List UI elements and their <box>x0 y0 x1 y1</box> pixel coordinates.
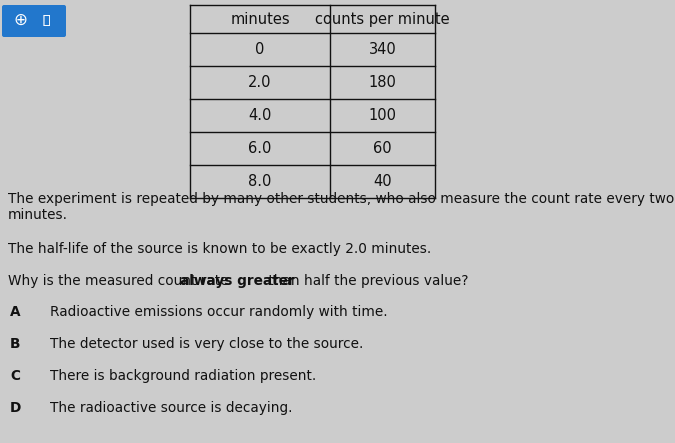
Text: 0: 0 <box>255 42 265 57</box>
Text: Radioactive emissions occur randomly with time.: Radioactive emissions occur randomly wit… <box>50 305 387 319</box>
Text: 6.0: 6.0 <box>248 141 271 156</box>
Text: The experiment is repeated by many other students, who also measure the count ra: The experiment is repeated by many other… <box>8 192 674 206</box>
Text: 180: 180 <box>369 75 396 90</box>
Text: A: A <box>10 305 20 319</box>
Text: There is background radiation present.: There is background radiation present. <box>50 369 317 383</box>
FancyBboxPatch shape <box>2 5 66 37</box>
Text: 4.0: 4.0 <box>248 108 271 123</box>
Text: The half-life of the source is known to be exactly 2.0 minutes.: The half-life of the source is known to … <box>8 242 431 256</box>
Text: counts per minute: counts per minute <box>315 12 450 27</box>
Text: 60: 60 <box>373 141 392 156</box>
Text: Why is the measured count rate: Why is the measured count rate <box>8 274 233 288</box>
Text: 2.0: 2.0 <box>248 75 272 90</box>
Text: C: C <box>10 369 20 383</box>
Text: 100: 100 <box>369 108 396 123</box>
Text: ⊕: ⊕ <box>13 11 27 29</box>
Text: The radioactive source is decaying.: The radioactive source is decaying. <box>50 401 292 415</box>
Text: The detector used is very close to the source.: The detector used is very close to the s… <box>50 337 363 351</box>
Text: 40: 40 <box>373 174 392 189</box>
Text: B: B <box>10 337 20 351</box>
Text: than half the previous value?: than half the previous value? <box>264 274 468 288</box>
Text: 8.0: 8.0 <box>248 174 271 189</box>
Text: minutes: minutes <box>230 12 290 27</box>
Text: D: D <box>10 401 22 415</box>
Text: ⬜: ⬜ <box>43 13 50 27</box>
Text: always greater: always greater <box>180 274 295 288</box>
Text: 🗑: 🗑 <box>43 13 50 27</box>
Text: minutes.: minutes. <box>8 208 68 222</box>
Text: 340: 340 <box>369 42 396 57</box>
